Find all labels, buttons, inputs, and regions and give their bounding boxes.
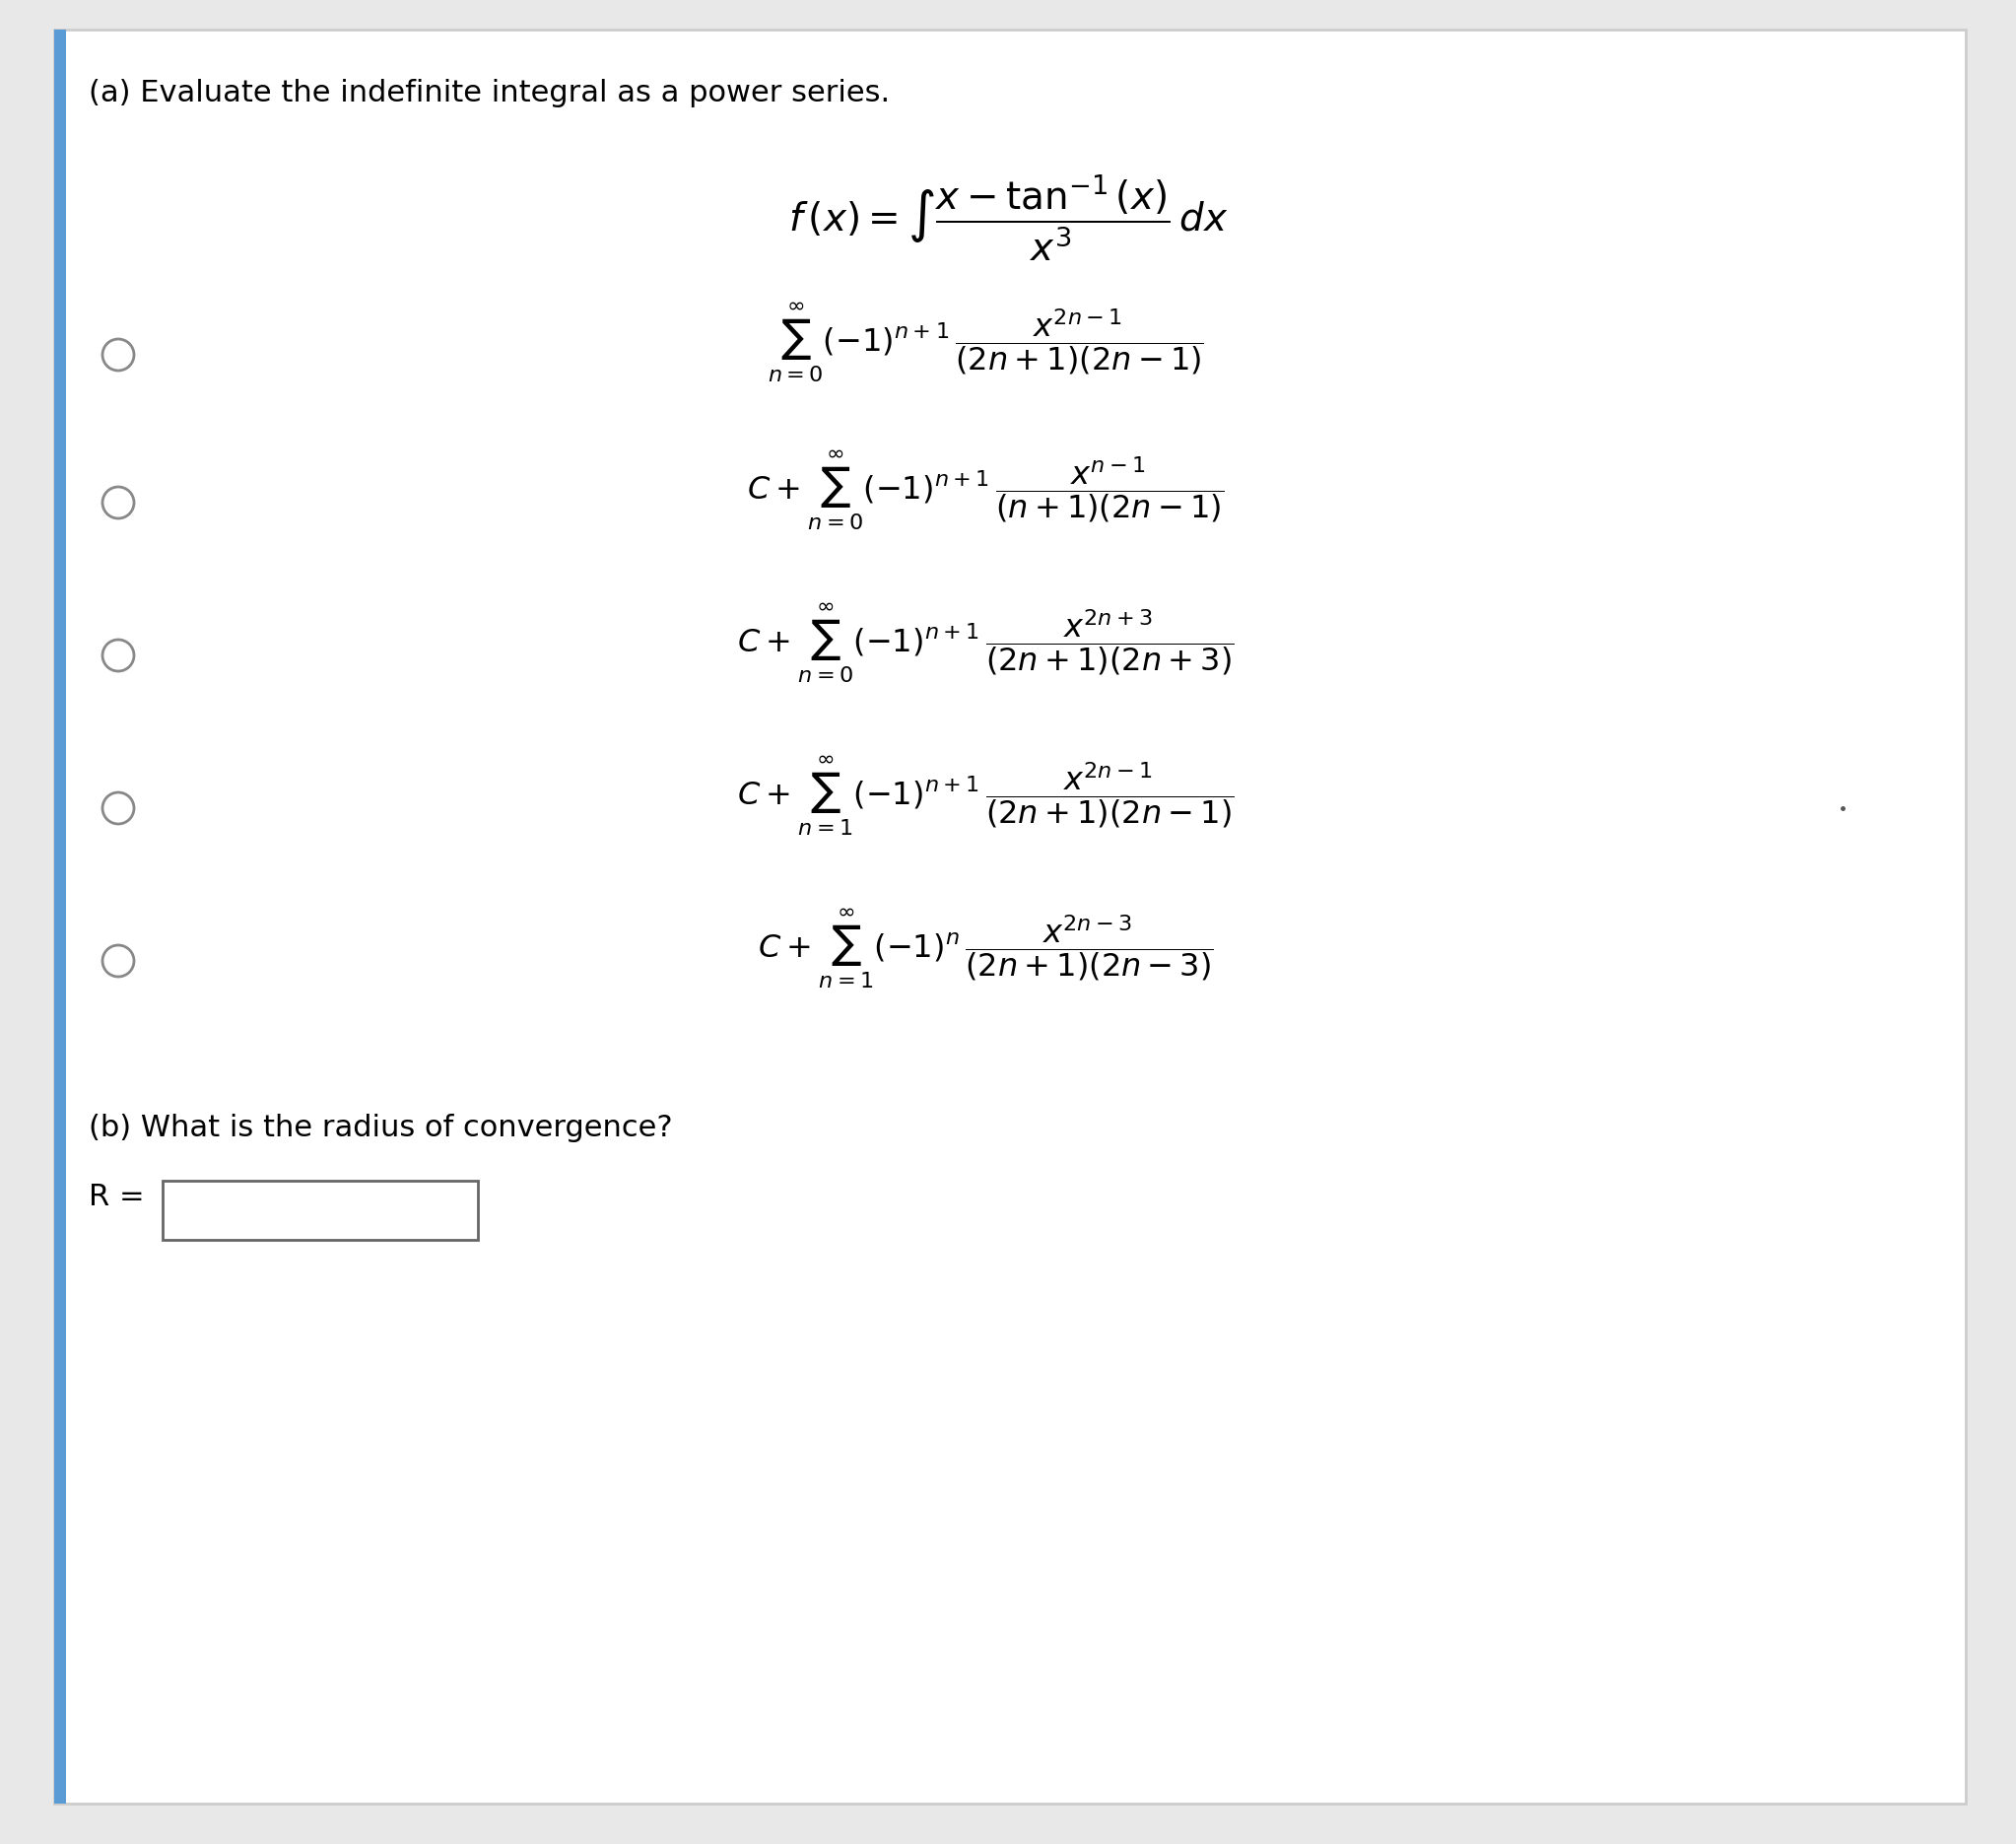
Text: (b) What is the radius of convergence?: (b) What is the radius of convergence? [89,1114,673,1141]
Text: $\sum_{n=0}^{\infty}(-1)^{n+1}\,\dfrac{x^{2n-1}}{(2n+1)(2n-1)}$: $\sum_{n=0}^{\infty}(-1)^{n+1}\,\dfrac{x… [768,301,1204,385]
Text: (a) Evaluate the indefinite integral as a power series.: (a) Evaluate the indefinite integral as … [89,79,889,107]
Bar [54,30,67,1803]
Text: $f\,(x) = \int \dfrac{x - \tan^{-1}(x)}{x^3}\,dx$: $f\,(x) = \int \dfrac{x - \tan^{-1}(x)}{… [788,173,1228,264]
Text: R =: R = [89,1182,145,1212]
Text: $C + \sum_{n=1}^{\infty}(-1)^{n}\,\dfrac{x^{2n-3}}{(2n+1)(2n-3)}$: $C + \sum_{n=1}^{\infty}(-1)^{n}\,\dfrac… [758,907,1214,990]
Text: $C + \sum_{n=0}^{\infty}(-1)^{n+1}\,\dfrac{x^{2n+3}}{(2n+1)(2n+3)}$: $C + \sum_{n=0}^{\infty}(-1)^{n+1}\,\dfr… [736,601,1234,686]
Circle shape [103,339,133,371]
Text: $C + \sum_{n=1}^{\infty}(-1)^{n+1}\,\dfrac{x^{2n-1}}{(2n+1)(2n-1)}$: $C + \sum_{n=1}^{\infty}(-1)^{n+1}\,\dfr… [736,754,1234,837]
Bar [163,1180,478,1239]
Circle shape [103,640,133,671]
Circle shape [103,793,133,824]
Circle shape [103,487,133,518]
Text: $C + \sum_{n=0}^{\infty}(-1)^{n+1}\,\dfrac{x^{n-1}}{(n+1)(2n-1)}$: $C + \sum_{n=0}^{\infty}(-1)^{n+1}\,\dfr… [746,448,1224,533]
Circle shape [103,946,133,977]
